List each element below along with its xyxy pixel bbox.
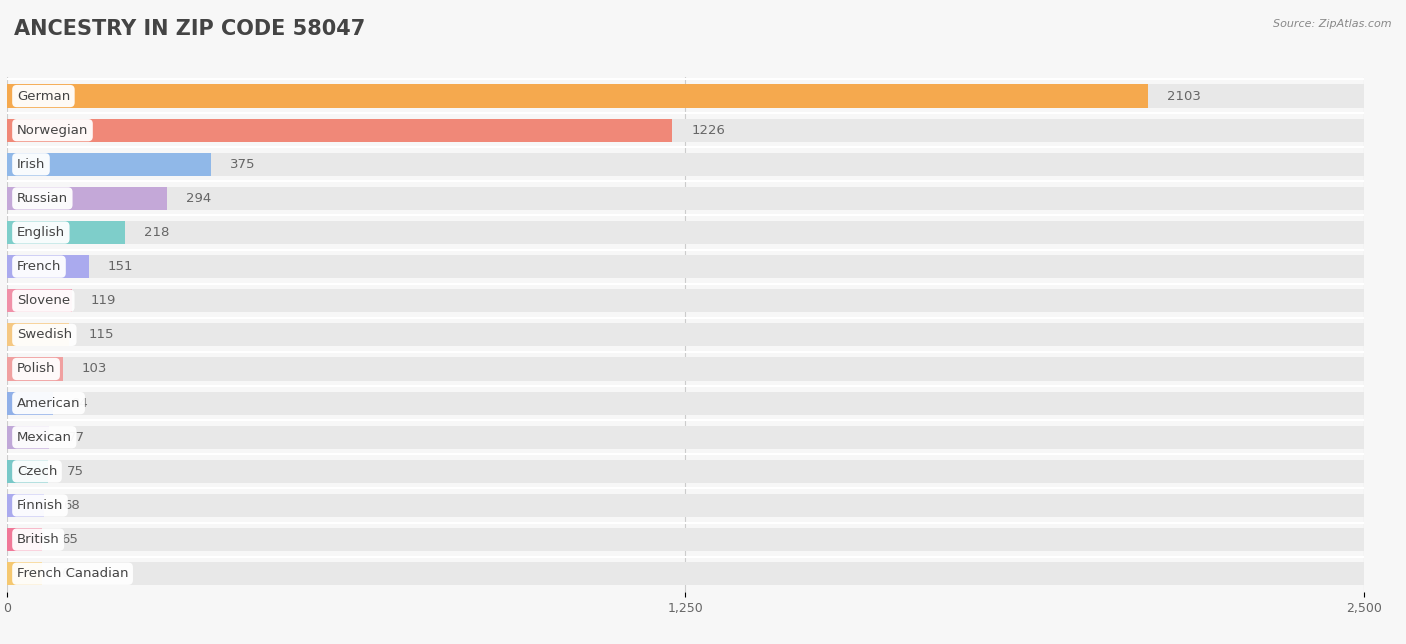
Text: 65: 65 xyxy=(62,533,79,546)
Text: 103: 103 xyxy=(82,363,107,375)
Text: Swedish: Swedish xyxy=(17,328,72,341)
Text: 115: 115 xyxy=(89,328,114,341)
Bar xyxy=(7,289,72,312)
Bar xyxy=(7,255,1364,278)
Bar xyxy=(7,221,1364,244)
Text: 119: 119 xyxy=(90,294,115,307)
Text: 64: 64 xyxy=(60,567,77,580)
Bar xyxy=(7,426,1364,449)
Text: Russian: Russian xyxy=(17,192,67,205)
Bar xyxy=(7,323,69,346)
Bar xyxy=(7,528,1364,551)
Bar xyxy=(7,84,1364,108)
Text: 68: 68 xyxy=(63,499,80,512)
Text: 375: 375 xyxy=(229,158,254,171)
Bar xyxy=(7,494,1364,517)
Bar xyxy=(7,357,63,381)
Bar xyxy=(7,460,1364,483)
Bar xyxy=(7,562,1364,585)
Text: Slovene: Slovene xyxy=(17,294,70,307)
Bar xyxy=(7,289,1364,312)
Bar xyxy=(7,528,42,551)
Text: 294: 294 xyxy=(186,192,211,205)
Bar xyxy=(7,392,52,415)
Text: Mexican: Mexican xyxy=(17,431,72,444)
Bar xyxy=(7,153,211,176)
Text: 151: 151 xyxy=(108,260,134,273)
Bar xyxy=(7,118,672,142)
Bar xyxy=(7,426,49,449)
Text: British: British xyxy=(17,533,59,546)
Bar xyxy=(7,187,166,210)
Text: 84: 84 xyxy=(72,397,89,410)
Bar xyxy=(7,118,1364,142)
Bar xyxy=(7,84,1149,108)
Text: American: American xyxy=(17,397,80,410)
Text: Finnish: Finnish xyxy=(17,499,63,512)
Bar xyxy=(7,255,89,278)
Bar xyxy=(7,323,1364,346)
Bar xyxy=(7,187,1364,210)
Text: Czech: Czech xyxy=(17,465,58,478)
Text: French: French xyxy=(17,260,62,273)
Text: 77: 77 xyxy=(67,431,84,444)
Bar xyxy=(7,562,42,585)
Text: Polish: Polish xyxy=(17,363,55,375)
Text: Source: ZipAtlas.com: Source: ZipAtlas.com xyxy=(1274,19,1392,30)
Text: Norwegian: Norwegian xyxy=(17,124,89,137)
Bar xyxy=(7,392,1364,415)
Text: Irish: Irish xyxy=(17,158,45,171)
Text: German: German xyxy=(17,90,70,102)
Text: ANCESTRY IN ZIP CODE 58047: ANCESTRY IN ZIP CODE 58047 xyxy=(14,19,366,39)
Text: 2103: 2103 xyxy=(1167,90,1201,102)
Bar xyxy=(7,221,125,244)
Text: English: English xyxy=(17,226,65,239)
Text: French Canadian: French Canadian xyxy=(17,567,128,580)
Bar xyxy=(7,153,1364,176)
Text: 1226: 1226 xyxy=(692,124,725,137)
Text: 218: 218 xyxy=(145,226,170,239)
Bar xyxy=(7,460,48,483)
Text: 75: 75 xyxy=(66,465,84,478)
Bar xyxy=(7,494,44,517)
Bar xyxy=(7,357,1364,381)
